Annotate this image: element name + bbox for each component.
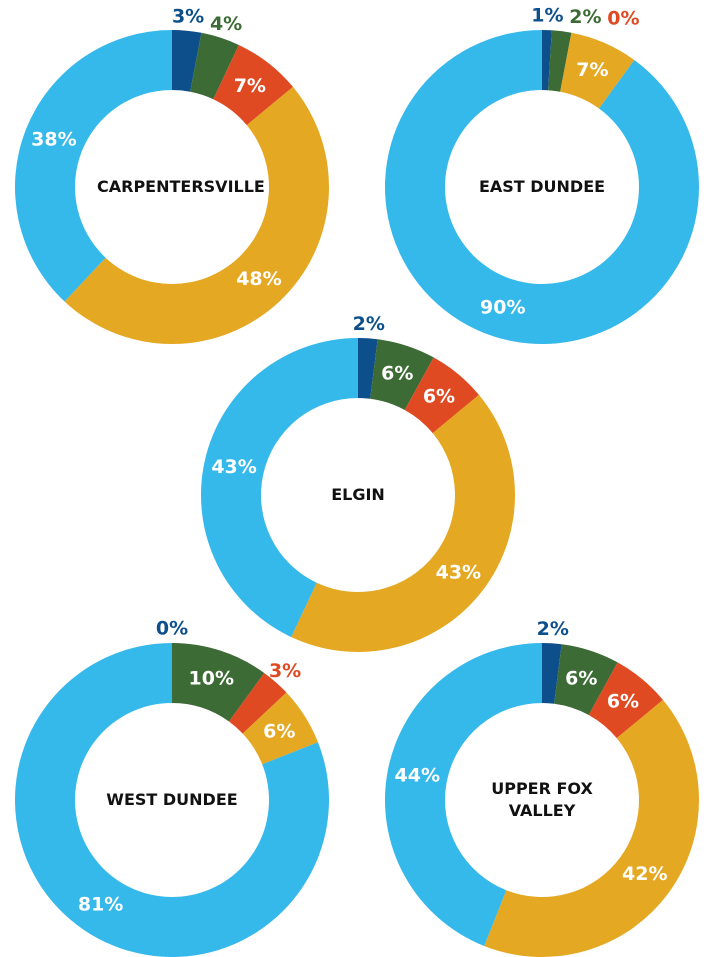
chart-title: UPPER FOX VALLEY xyxy=(491,779,593,820)
donut-segment xyxy=(291,394,516,653)
donut-segment xyxy=(384,29,699,344)
donut-segment xyxy=(560,32,635,109)
value-label: 6% xyxy=(565,668,597,690)
donut-segment xyxy=(588,662,663,739)
value-label: 44% xyxy=(395,765,440,787)
value-label: 4% xyxy=(210,13,242,35)
value-label: 7% xyxy=(576,59,608,81)
donut-segment xyxy=(542,30,552,91)
donut-segment xyxy=(484,699,700,957)
value-label: 6% xyxy=(607,691,639,713)
value-label: 10% xyxy=(189,668,234,690)
value-label: 6% xyxy=(423,386,455,408)
value-label: 42% xyxy=(622,863,667,885)
value-label: 7% xyxy=(234,75,266,97)
donut-segment xyxy=(554,644,618,715)
donut-segment xyxy=(542,643,562,704)
value-label: 43% xyxy=(436,561,481,583)
donut-segment xyxy=(384,643,542,946)
value-label: 3% xyxy=(269,660,301,682)
donut-segment xyxy=(213,44,293,126)
value-label: 48% xyxy=(236,268,281,290)
value-label: 6% xyxy=(263,720,295,742)
value-label: 90% xyxy=(480,296,525,318)
donut-segment xyxy=(370,339,434,410)
donut-segment xyxy=(229,672,287,734)
value-label: 0% xyxy=(156,618,188,640)
value-label: 1% xyxy=(531,5,563,27)
donut-segment xyxy=(201,338,358,638)
donut-segment xyxy=(358,338,378,399)
donut-segment xyxy=(172,643,265,722)
donut-segment xyxy=(172,30,202,92)
donut-segment xyxy=(190,32,239,100)
chart-title: CARPENTERSVILLE xyxy=(97,177,265,196)
donut-segment xyxy=(14,642,329,957)
value-label: 2% xyxy=(353,313,385,335)
value-label: 43% xyxy=(211,456,256,478)
value-label: 0% xyxy=(607,8,639,30)
chart-title: ELGIN xyxy=(331,485,385,504)
value-label: 3% xyxy=(172,5,204,27)
value-label: 2% xyxy=(537,618,569,640)
value-label: 6% xyxy=(381,363,413,385)
donut-segment xyxy=(242,692,318,765)
donut-segment xyxy=(14,30,172,302)
donut-segment xyxy=(548,30,572,92)
value-label: 38% xyxy=(31,129,76,151)
chart-title: EAST DUNDEE xyxy=(478,177,606,196)
value-label: 2% xyxy=(569,6,601,28)
donut-segment xyxy=(404,357,479,434)
donut-segment xyxy=(64,86,330,345)
value-label: 81% xyxy=(78,894,123,916)
chart-title: WEST DUNDEE xyxy=(106,790,238,809)
